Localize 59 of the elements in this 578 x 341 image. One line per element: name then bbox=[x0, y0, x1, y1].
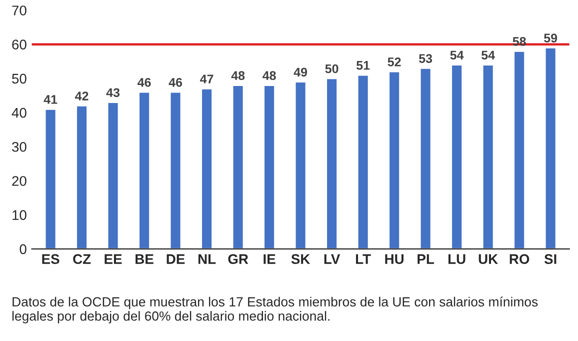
x-tick-label: SK bbox=[291, 254, 310, 264]
y-tick-label: 70 bbox=[12, 6, 26, 16]
bar bbox=[169, 91, 182, 249]
bar bbox=[356, 74, 370, 249]
x-tick-label: SI bbox=[544, 254, 556, 264]
x-tick-label: IE bbox=[264, 254, 276, 264]
data-label: 59 bbox=[544, 34, 558, 42]
bar bbox=[138, 91, 150, 249]
bar bbox=[482, 64, 494, 249]
x-tick-label: CZ bbox=[73, 254, 91, 264]
x-tick-label: GR bbox=[228, 254, 248, 264]
bar bbox=[76, 105, 88, 249]
y-tick-label: 50 bbox=[12, 74, 26, 84]
bar bbox=[294, 81, 307, 249]
data-label: 42 bbox=[75, 92, 88, 100]
bar bbox=[200, 88, 213, 249]
y-tick-label: 20 bbox=[12, 176, 26, 186]
y-tick-label: 30 bbox=[12, 142, 26, 152]
x-tick-label: EE bbox=[104, 254, 122, 264]
x-tick-label: PL bbox=[418, 254, 434, 264]
y-tick-label: 60 bbox=[12, 40, 26, 50]
bar bbox=[450, 64, 463, 249]
data-label: 54 bbox=[450, 50, 464, 60]
bar bbox=[419, 68, 432, 249]
x-tick-label: ES bbox=[42, 254, 60, 264]
x-tick-label: UK bbox=[478, 254, 498, 264]
data-label: 53 bbox=[419, 54, 432, 63]
data-label: 51 bbox=[356, 61, 370, 70]
bar bbox=[44, 108, 57, 249]
bar bbox=[544, 47, 557, 249]
bar bbox=[513, 50, 526, 249]
y-tick-label: 0 bbox=[20, 244, 26, 254]
data-label: 41 bbox=[44, 95, 58, 104]
bar bbox=[106, 102, 120, 249]
bar bbox=[388, 70, 400, 249]
bar bbox=[326, 78, 338, 249]
data-label: 48 bbox=[262, 71, 276, 80]
text: Datos de la OCDE que muestran los 17 Estados miembros de la UE con salarios mínimos legales por debajo del 60% del salario medio nacional. bbox=[12, 296, 538, 324]
x-tick-label: BE bbox=[136, 254, 154, 264]
x-tick-label: RO bbox=[510, 254, 530, 264]
data-label: 48 bbox=[231, 71, 245, 80]
data-label: 54 bbox=[482, 50, 495, 60]
data-label: 46 bbox=[168, 78, 182, 87]
x-tick-label: LT bbox=[356, 254, 371, 264]
x-tick-label: DE bbox=[166, 254, 185, 264]
x-tick-label: HU bbox=[385, 254, 404, 264]
x-tick-label: LU bbox=[448, 254, 466, 264]
bar bbox=[263, 84, 276, 249]
x-tick-label: NL bbox=[198, 254, 216, 264]
data-label: 52 bbox=[388, 58, 401, 66]
data-label: 43 bbox=[106, 88, 120, 98]
data-label: 50 bbox=[325, 64, 338, 74]
x-tick-label: LV bbox=[324, 254, 340, 264]
data-label: 49 bbox=[294, 68, 308, 77]
y-tick-label: 10 bbox=[12, 210, 26, 220]
bar bbox=[232, 84, 244, 249]
y-tick-label: 40 bbox=[12, 108, 26, 118]
data-label: 47 bbox=[200, 74, 214, 84]
data-label: 46 bbox=[138, 78, 151, 87]
